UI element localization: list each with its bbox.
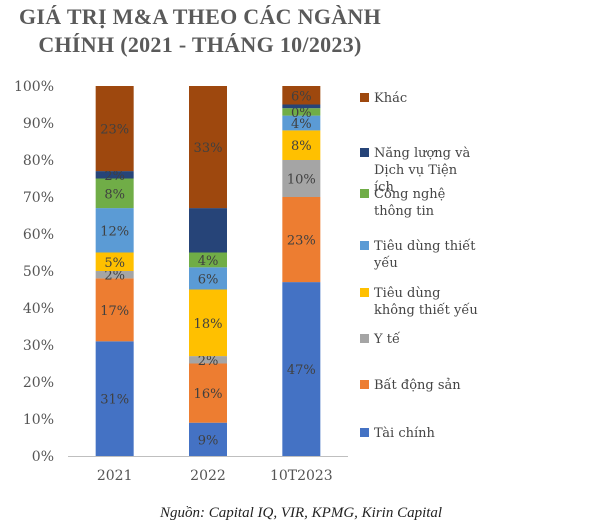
- legend-swatch: [360, 148, 369, 157]
- data-label: 8%: [291, 139, 312, 154]
- stacked-bar-chart: 0% 10% 20% 30% 40% 50% 60% 70% 80% 90% 100% 31% 17% 2…: [14, 79, 478, 484]
- y-tick-label: 10%: [23, 412, 54, 428]
- bar-segment: [95, 341, 134, 456]
- data-label: 4%: [291, 117, 312, 132]
- bar-segment: [95, 86, 134, 172]
- bar-segment: [189, 363, 227, 423]
- legend-label: Tiêu dùng thiết yếu: [373, 238, 476, 271]
- y-tick-label: 60%: [23, 227, 54, 243]
- legend-swatch: [360, 189, 369, 198]
- chart-title-line-2: CHÍNH (2021 - THÁNG 10/2023): [38, 32, 362, 57]
- legend-swatch: [360, 288, 369, 297]
- legend-label: Y tế: [373, 331, 401, 347]
- data-label: 0%: [291, 106, 312, 121]
- data-label: 12%: [100, 224, 129, 239]
- bar-segment: [189, 252, 227, 268]
- legend-label: Tiêu dùng không thiết yếu: [374, 286, 478, 318]
- bar-segment: [282, 197, 321, 283]
- data-label: 16%: [194, 387, 223, 402]
- legend-label: Năng lượng và Dịch vụ Tiện ích: [374, 146, 470, 195]
- bar-segment: [95, 278, 134, 342]
- data-label: 6%: [291, 89, 312, 104]
- data-label: 8%: [104, 187, 125, 202]
- legend-swatch: [360, 241, 369, 250]
- bar-segment: [189, 208, 227, 253]
- data-label: 31%: [100, 393, 129, 408]
- data-label: 5%: [104, 256, 125, 271]
- bar-segment: [282, 282, 321, 456]
- y-tick-label: 80%: [23, 153, 54, 169]
- legend-label: Công nghệ thông tin: [374, 187, 446, 219]
- y-tick-label: 40%: [23, 301, 54, 317]
- data-label: 10%: [287, 173, 316, 188]
- data-label: 18%: [194, 317, 223, 332]
- data-label: 23%: [100, 123, 129, 138]
- legend-swatch: [360, 93, 369, 102]
- x-tick-label: 10T2023: [270, 468, 333, 484]
- y-tick-label: 0%: [32, 449, 54, 465]
- legend-swatch: [360, 334, 369, 343]
- data-label: 4%: [198, 254, 219, 269]
- data-label: 33%: [194, 141, 223, 156]
- legend-label: Bất động sản: [374, 377, 461, 393]
- data-label: 2%: [104, 169, 125, 184]
- bar-segment: [95, 252, 134, 271]
- data-label: 2%: [104, 269, 125, 284]
- data-label: 23%: [287, 234, 316, 249]
- y-tick-label: 20%: [23, 375, 54, 391]
- data-label: 2%: [198, 354, 219, 369]
- y-tick-label: 50%: [23, 264, 54, 280]
- chart-title-line-1: GIÁ TRỊ M&A THEO CÁC NGÀNH: [18, 4, 382, 29]
- bar-segment: [189, 267, 227, 290]
- bar-segment: [189, 289, 227, 357]
- bar-segment: [189, 422, 227, 456]
- data-label: 6%: [198, 272, 219, 287]
- bar-segment: [282, 104, 321, 109]
- bar-segment: [189, 356, 227, 364]
- bar-segment: [282, 115, 321, 131]
- data-label: 9%: [198, 433, 219, 448]
- data-label: 17%: [100, 304, 129, 319]
- bar-segment: [282, 86, 321, 105]
- source-note: Nguồn: Capital IQ, VIR, KPMG, Kirin Capi…: [160, 505, 443, 521]
- legend-swatch: [360, 428, 369, 437]
- bar-segment: [282, 108, 321, 116]
- bar-segment: [95, 208, 134, 253]
- legend-label: Khác: [374, 91, 407, 106]
- bar-segment: [189, 86, 227, 209]
- bar-segment: [95, 178, 134, 209]
- y-tick-label: 70%: [23, 190, 54, 206]
- y-tick-label: 30%: [23, 338, 54, 354]
- bar-segment: [282, 160, 321, 197]
- bar-segment: [95, 271, 134, 279]
- x-tick-label: 2022: [190, 468, 226, 484]
- y-tick-label: 100%: [14, 79, 54, 95]
- bar-segment: [282, 130, 321, 160]
- bar-segment: [95, 171, 134, 179]
- y-tick-label: 90%: [23, 116, 54, 132]
- x-tick-label: 2021: [97, 468, 133, 484]
- data-label: 47%: [287, 363, 316, 378]
- legend-label: Tài chính: [374, 426, 436, 441]
- legend-swatch: [360, 380, 369, 389]
